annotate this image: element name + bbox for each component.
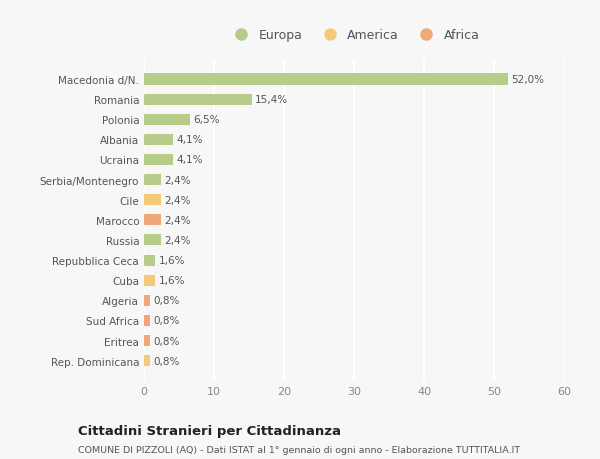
Bar — [144, 355, 149, 366]
Text: 4,1%: 4,1% — [176, 135, 203, 145]
Bar — [144, 275, 155, 286]
Legend: Europa, America, Africa: Europa, America, Africa — [223, 24, 485, 47]
Text: 6,5%: 6,5% — [193, 115, 220, 125]
Text: 0,8%: 0,8% — [153, 296, 179, 306]
Bar — [144, 74, 508, 85]
Text: 0,8%: 0,8% — [153, 336, 179, 346]
Text: 15,4%: 15,4% — [256, 95, 289, 105]
Bar — [144, 95, 252, 106]
Text: 1,6%: 1,6% — [158, 275, 185, 285]
Text: 2,4%: 2,4% — [164, 175, 191, 185]
Text: 2,4%: 2,4% — [164, 235, 191, 246]
Text: 2,4%: 2,4% — [164, 195, 191, 205]
Bar — [144, 335, 149, 346]
Bar — [144, 155, 173, 166]
Bar — [144, 174, 161, 186]
Bar — [144, 134, 173, 146]
Bar — [144, 114, 190, 125]
Bar — [144, 235, 161, 246]
Text: 0,8%: 0,8% — [153, 356, 179, 366]
Bar — [144, 295, 149, 306]
Text: 0,8%: 0,8% — [153, 316, 179, 326]
Text: 1,6%: 1,6% — [158, 256, 185, 265]
Bar — [144, 315, 149, 326]
Text: 2,4%: 2,4% — [164, 215, 191, 225]
Bar — [144, 215, 161, 226]
Text: 4,1%: 4,1% — [176, 155, 203, 165]
Bar — [144, 195, 161, 206]
Text: COMUNE DI PIZZOLI (AQ) - Dati ISTAT al 1° gennaio di ogni anno - Elaborazione TU: COMUNE DI PIZZOLI (AQ) - Dati ISTAT al 1… — [78, 445, 520, 454]
Text: 52,0%: 52,0% — [511, 75, 545, 85]
Text: Cittadini Stranieri per Cittadinanza: Cittadini Stranieri per Cittadinanza — [78, 425, 341, 437]
Bar — [144, 255, 155, 266]
